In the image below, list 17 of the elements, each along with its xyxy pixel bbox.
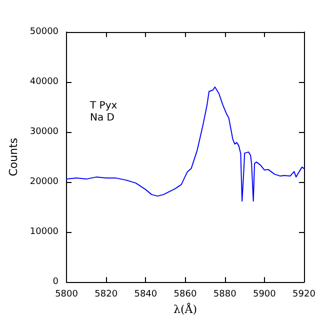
x-tick-label: 5920 xyxy=(292,290,316,300)
y-tick-label: 40000 xyxy=(30,77,59,88)
x-tick-label: 5860 xyxy=(174,290,197,300)
x-tick-label: 5800 xyxy=(55,290,78,300)
x-tick-label: 5840 xyxy=(134,290,158,300)
y-tick-label: 10000 xyxy=(30,227,59,238)
y-axis-title: Counts xyxy=(7,138,20,176)
x-tick-label: 5880 xyxy=(213,290,237,300)
annotation: T Pyx Na D xyxy=(89,100,118,124)
line-series xyxy=(66,86,304,202)
x-tick-label: 5820 xyxy=(94,290,118,300)
y-tick-label: 50000 xyxy=(30,27,59,37)
y-tick-label: 0 xyxy=(52,277,59,288)
y-tick-label: 30000 xyxy=(30,127,59,138)
x-tick-label: 5900 xyxy=(252,290,276,300)
x-axis-title: λ(Å) xyxy=(174,302,198,316)
y-tick-label: 20000 xyxy=(30,177,59,188)
